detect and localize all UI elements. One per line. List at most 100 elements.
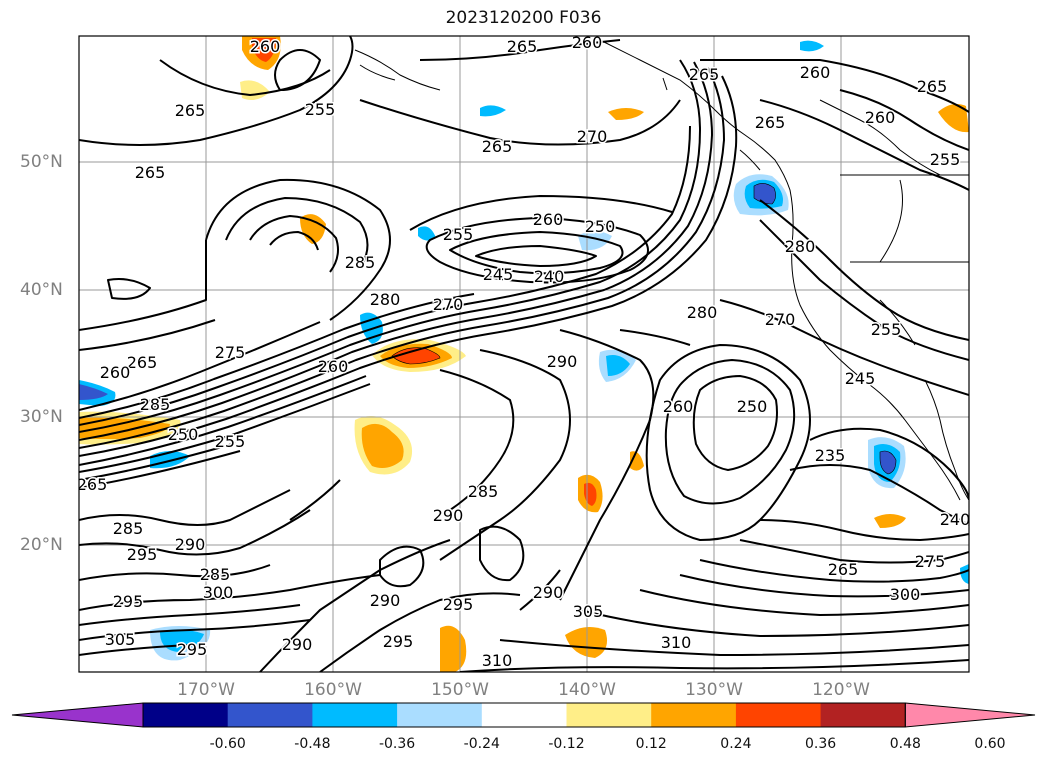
contour-label: 240 (940, 510, 971, 529)
colorbar-tick-label: -0.48 (294, 736, 331, 752)
contour-label: 295 (127, 545, 158, 564)
contour-label: 245 (483, 265, 514, 284)
contour-label: 265 (482, 137, 513, 156)
contour-label: 265 (127, 353, 158, 372)
contour-label: 310 (661, 633, 692, 652)
contour-label: 260 (100, 363, 131, 382)
lon-label-160w: 160°W (304, 680, 362, 700)
anomaly-outlines (391, 183, 897, 475)
colorbar-tick-label: 0.36 (805, 736, 837, 752)
negative-anomaly-patches (79, 40, 969, 661)
colorbar-segment (227, 703, 313, 727)
contour-label: 255 (305, 100, 336, 119)
colorbar-segment (143, 703, 229, 727)
colorbar-segment (735, 703, 822, 727)
contour-label: 305 (573, 602, 604, 621)
lat-label-40n: 40°N (20, 280, 63, 300)
contour-label: 285 (113, 519, 144, 538)
contour-label: 285 (140, 395, 171, 414)
contour-label: 270 (577, 127, 608, 146)
contour-label: 250 (168, 425, 199, 444)
colorbar-segment (651, 703, 737, 727)
contour-label: 235 (815, 446, 846, 465)
contour-label: 300 (890, 585, 921, 604)
coastlines (354, 39, 969, 501)
contour-label: 265 (135, 163, 166, 182)
contour-label: 260 (533, 210, 564, 229)
contour-label: 305 (105, 630, 136, 649)
lon-label-130w: 130°W (685, 680, 743, 700)
contour-label: 300 (203, 583, 234, 602)
contour-label: 265 (828, 560, 859, 579)
colorbar-tick-label: -0.24 (463, 736, 500, 752)
contour-label: 295 (383, 632, 414, 651)
colorbar-extend-low (11, 702, 144, 728)
colorbar-tick-label: 0.12 (635, 736, 667, 752)
contour-label: 295 (177, 640, 208, 659)
contour-label: 255 (930, 150, 961, 169)
contour-label: 280 (370, 290, 401, 309)
contour-label: 265 (77, 475, 108, 494)
lat-label-50n: 50°N (20, 152, 63, 172)
contour-label: 310 (482, 651, 513, 670)
contour-label: 265 (689, 65, 720, 84)
colorbar-segment (566, 703, 652, 727)
contour-label: 260 (865, 108, 896, 127)
lon-label-120w: 120°W (812, 680, 870, 700)
contour-label: 280 (785, 237, 816, 256)
contour-label: 295 (443, 595, 474, 614)
map-frame (78, 35, 970, 673)
lon-label-150w: 150°W (431, 680, 489, 700)
lat-label-20n: 20°N (20, 535, 63, 555)
lat-label-30n: 30°N (20, 407, 63, 427)
contour-label: 290 (175, 535, 206, 554)
contour-label: 290 (370, 591, 401, 610)
colorbar-segment (397, 703, 483, 727)
contour-label: 260 (250, 37, 281, 56)
lat-lon-grid (79, 36, 969, 672)
colorbar-segment (481, 703, 567, 727)
contour-label: 265 (755, 113, 786, 132)
colorbar-extend-high (904, 702, 1036, 728)
lon-label-170w: 170°W (177, 680, 235, 700)
contour-label: 240 (534, 267, 565, 286)
contour-label: 275 (215, 343, 246, 362)
contour-label: 260 (572, 33, 603, 52)
contour-label: 285 (200, 565, 231, 584)
contour-label: 265 (175, 101, 206, 120)
contour-label: 280 (687, 303, 718, 322)
contour-label: 290 (433, 506, 464, 525)
contour-label: 260 (318, 357, 349, 376)
colorbar-tick-label: -0.12 (548, 736, 585, 752)
contour-label: 260 (663, 397, 694, 416)
colorbar-frame (142, 702, 906, 728)
contour-label: 290 (282, 635, 313, 654)
lon-label-140w: 140°W (558, 680, 616, 700)
contour-label: 250 (737, 397, 768, 416)
contour-label: 270 (433, 295, 464, 314)
contour-label: 255 (215, 432, 246, 451)
colorbar-segment (312, 703, 398, 727)
colorbar-tick-label: 0.48 (889, 736, 921, 752)
contour-label: 245 (845, 369, 876, 388)
contour-label: 275 (915, 552, 946, 571)
contour-label: 265 (507, 37, 538, 56)
contour-label: 270 (765, 310, 796, 329)
colorbar-tick-label: 0.24 (720, 736, 752, 752)
colorbar-tick-label: -0.36 (378, 736, 416, 752)
contour-label: 290 (533, 583, 564, 602)
contour-label: 255 (443, 225, 474, 244)
contour-label: 285 (468, 482, 499, 501)
height-contours (79, 36, 969, 672)
colorbar-tick-label: 0.60 (974, 736, 1006, 752)
colorbar-tick-label: -0.60 (209, 736, 246, 752)
contour-label: 295 (113, 592, 144, 611)
plot-title: 2023120200 F036 (445, 8, 602, 28)
colorbar-segment (820, 703, 906, 727)
contour-label: 260 (800, 63, 831, 82)
contour-label: 290 (547, 352, 578, 371)
contour-label: 265 (917, 77, 948, 96)
contour-label: 255 (871, 320, 902, 339)
